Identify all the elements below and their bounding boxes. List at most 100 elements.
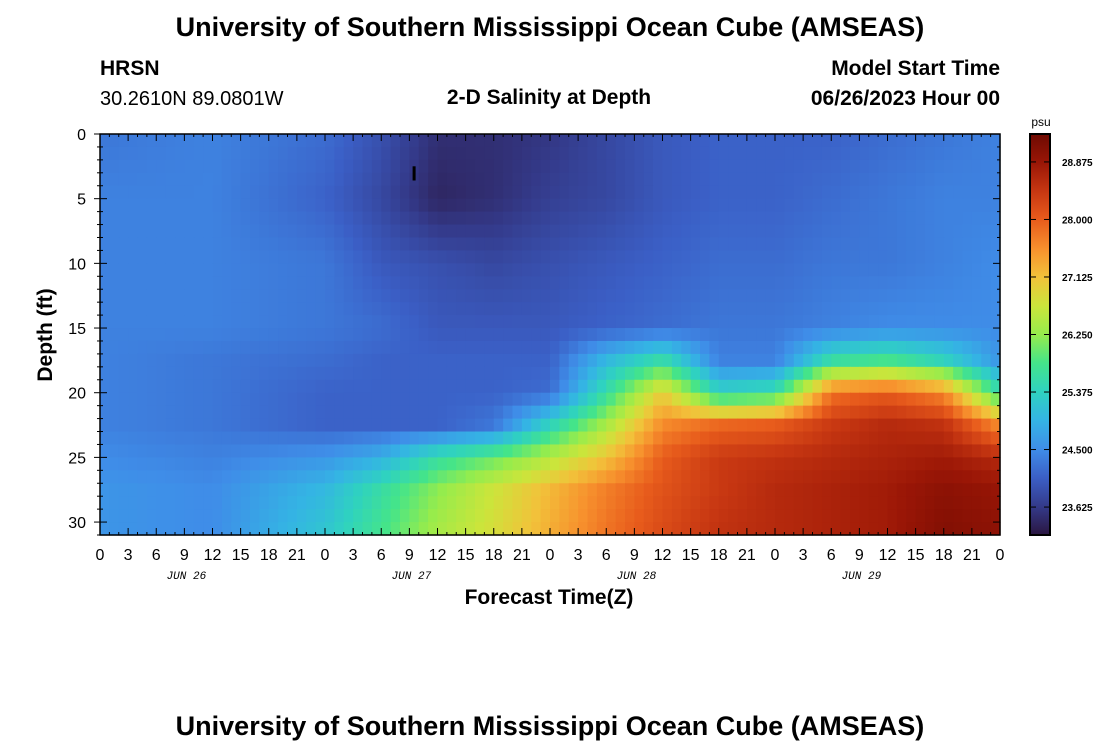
heat-cell — [381, 444, 392, 458]
heat-cell — [231, 276, 242, 290]
heat-cell — [184, 496, 195, 510]
heat-cell — [175, 457, 185, 471]
heat-cell — [296, 509, 307, 523]
heat-cell — [390, 146, 401, 161]
heat-cell — [925, 211, 935, 226]
heat-cell — [268, 159, 279, 174]
x-tick-label: 3 — [124, 547, 133, 564]
heat-cell — [221, 405, 232, 420]
heat-cell — [221, 340, 232, 355]
heat-cell — [193, 470, 204, 484]
heat-cell — [765, 185, 776, 200]
heat-cell — [896, 146, 907, 161]
heat-cell — [250, 211, 260, 226]
heat-cell — [934, 392, 945, 407]
heat-cell — [559, 146, 570, 161]
heat-cell — [653, 457, 664, 471]
heat-cell — [915, 496, 926, 510]
heat-cell — [540, 328, 551, 342]
heat-cell — [793, 379, 804, 394]
heat-cell — [606, 237, 617, 252]
heat-cell — [690, 366, 701, 381]
heat-cell — [371, 302, 382, 316]
heat-cell — [765, 172, 776, 187]
heat-cell — [550, 418, 560, 433]
heat-cell — [475, 431, 485, 446]
heat-cell — [709, 159, 720, 174]
heat-cell — [859, 418, 870, 433]
heat-cell — [175, 379, 185, 394]
heat-cell — [821, 211, 832, 226]
heat-cell — [118, 431, 129, 446]
heat-cell — [231, 302, 242, 316]
heat-cell — [250, 470, 260, 484]
heat-cell — [850, 496, 860, 510]
heat-cell — [981, 211, 992, 226]
heat-cell — [990, 185, 1001, 200]
heat-cell — [540, 289, 551, 303]
heat-cell — [325, 431, 335, 446]
heat-cell — [596, 159, 607, 174]
heat-cell — [165, 159, 176, 174]
heat-cell — [784, 185, 795, 200]
heat-cell — [746, 302, 757, 316]
heat-cell — [240, 315, 251, 329]
heat-cell — [775, 444, 785, 458]
heat-cell — [306, 379, 317, 394]
heat-cell — [615, 340, 626, 355]
heat-cell — [568, 405, 579, 420]
x-tick-label: 6 — [377, 547, 386, 564]
heat-cell — [784, 366, 795, 381]
heat-cell — [268, 353, 279, 368]
heat-cell — [728, 470, 739, 484]
heat-cell — [643, 302, 654, 316]
heat-cell — [193, 353, 204, 368]
heat-cell — [146, 509, 157, 523]
heat-cell — [371, 405, 382, 420]
heat-cell — [803, 315, 814, 329]
heat-cell — [456, 289, 467, 303]
heat-cell — [868, 509, 879, 523]
heat-cell — [840, 392, 851, 407]
heat-cell — [887, 444, 898, 458]
heat-cell — [943, 263, 954, 277]
heat-cell — [653, 289, 664, 303]
heat-cell — [896, 276, 907, 290]
heat-cell — [531, 496, 542, 510]
heat-cell — [503, 418, 514, 433]
heat-cell — [203, 315, 214, 329]
heat-cell — [315, 444, 326, 458]
heat-cell — [934, 340, 945, 355]
heat-cell — [840, 444, 851, 458]
heat-cell — [146, 522, 157, 536]
heat-cell — [981, 315, 992, 329]
heat-cell — [878, 250, 889, 264]
heat-cell — [446, 302, 457, 316]
heat-cell — [568, 392, 579, 407]
heat-cell — [765, 250, 776, 264]
heat-cell — [700, 224, 710, 239]
heat-cell — [803, 353, 814, 368]
heat-cell — [671, 276, 682, 290]
heat-cell — [962, 224, 973, 239]
heat-cell — [934, 159, 945, 174]
heat-cell — [793, 172, 804, 187]
heat-cell — [981, 263, 992, 277]
heat-cell — [606, 224, 617, 239]
heat-cell — [812, 289, 823, 303]
heat-cell — [540, 224, 551, 239]
heat-cell — [821, 250, 832, 264]
heat-cell — [315, 237, 326, 252]
heat-cell — [868, 522, 879, 536]
heat-cell — [418, 328, 429, 342]
heat-cell — [990, 198, 1001, 213]
x-axis-title: Forecast Time(Z) — [465, 586, 634, 609]
heat-cell — [278, 263, 289, 277]
y-tick-label: 0 — [77, 127, 86, 144]
heat-cell — [503, 237, 514, 252]
heat-cell — [175, 224, 185, 239]
heat-cell — [306, 328, 317, 342]
heat-cell — [803, 418, 814, 433]
heat-cell — [690, 237, 701, 252]
heat-cell — [287, 405, 298, 420]
